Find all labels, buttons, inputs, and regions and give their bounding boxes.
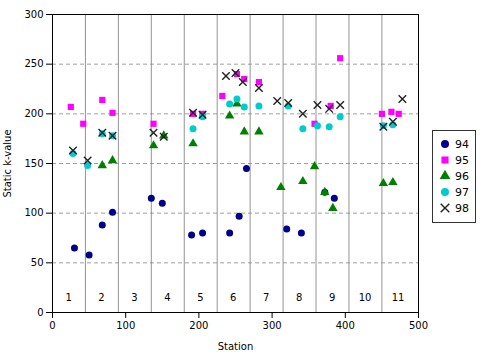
svg-text:4: 4 <box>164 292 170 303</box>
svg-text:300: 300 <box>263 320 282 331</box>
svg-text:7: 7 <box>263 292 269 303</box>
svg-text:500: 500 <box>409 320 428 331</box>
svg-text:11: 11 <box>392 292 405 303</box>
svg-text:2: 2 <box>98 292 104 303</box>
svg-text:50: 50 <box>31 257 44 268</box>
svg-text:250: 250 <box>24 58 43 69</box>
svg-text:Static k-value: Static k-value <box>2 129 13 197</box>
svg-text:200: 200 <box>189 320 208 331</box>
svg-text:Station: Station <box>218 341 254 352</box>
svg-text:3: 3 <box>131 292 137 303</box>
svg-text:1: 1 <box>65 292 71 303</box>
svg-text:10: 10 <box>359 292 372 303</box>
svg-text:200: 200 <box>24 108 43 119</box>
html-text:97: 97 <box>455 185 469 199</box>
svg-text:300: 300 <box>24 9 43 20</box>
svg-text:150: 150 <box>24 158 43 169</box>
svg-text:100: 100 <box>24 207 43 218</box>
svg-text:5: 5 <box>197 292 203 303</box>
svg-text:400: 400 <box>336 320 355 331</box>
html-text:94: 94 <box>455 137 469 151</box>
html-text:98: 98 <box>455 201 469 215</box>
svg-text:0: 0 <box>37 307 43 318</box>
html-text:95: 95 <box>455 153 469 167</box>
html-text:96: 96 <box>455 169 469 183</box>
svg-text:100: 100 <box>116 320 135 331</box>
svg-text:8: 8 <box>296 292 302 303</box>
svg-text:6: 6 <box>230 292 236 303</box>
svg-text:9: 9 <box>329 292 335 303</box>
svg-text:0: 0 <box>49 320 55 331</box>
